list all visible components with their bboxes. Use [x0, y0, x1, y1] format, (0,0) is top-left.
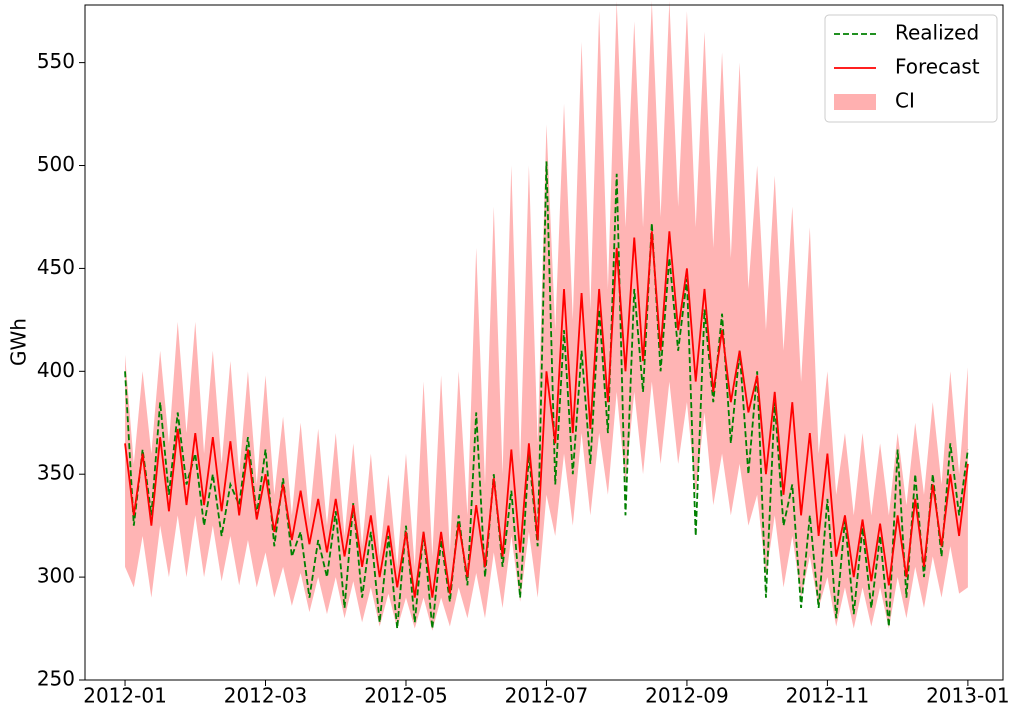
y-axis-label: GWh: [7, 318, 31, 366]
x-tick-label: 2012-01: [83, 684, 167, 707]
legend-label: CI: [895, 89, 915, 113]
y-tick-label: 350: [37, 461, 75, 485]
line-dashed: [124, 161, 969, 629]
y-tick-label: 500: [37, 152, 75, 176]
legend-swatch: [834, 94, 876, 110]
y-tick-label: 550: [37, 49, 75, 73]
y-tick-label: 400: [37, 358, 75, 382]
line-solid: [124, 231, 969, 598]
y-tick-label: 250: [37, 667, 75, 691]
x-tick-label: 2012-07: [505, 684, 589, 707]
legend: Realized Forecast CI: [824, 14, 998, 123]
plot-frame: [84, 4, 1004, 681]
ci-band: [125, 0, 968, 631]
x-tick-label: 2012-11: [786, 684, 870, 707]
x-tick-label: 2012-09: [645, 684, 729, 707]
legend-label: Forecast: [895, 55, 980, 79]
y-tick-label: 450: [37, 255, 75, 279]
y-tick-label: 300: [37, 564, 75, 588]
x-tick-label: 2012-05: [364, 684, 448, 707]
x-tick-label: 2013-01: [926, 684, 1010, 707]
x-tick-label: 2012-03: [224, 684, 308, 707]
legend-label: Realized: [895, 21, 979, 45]
